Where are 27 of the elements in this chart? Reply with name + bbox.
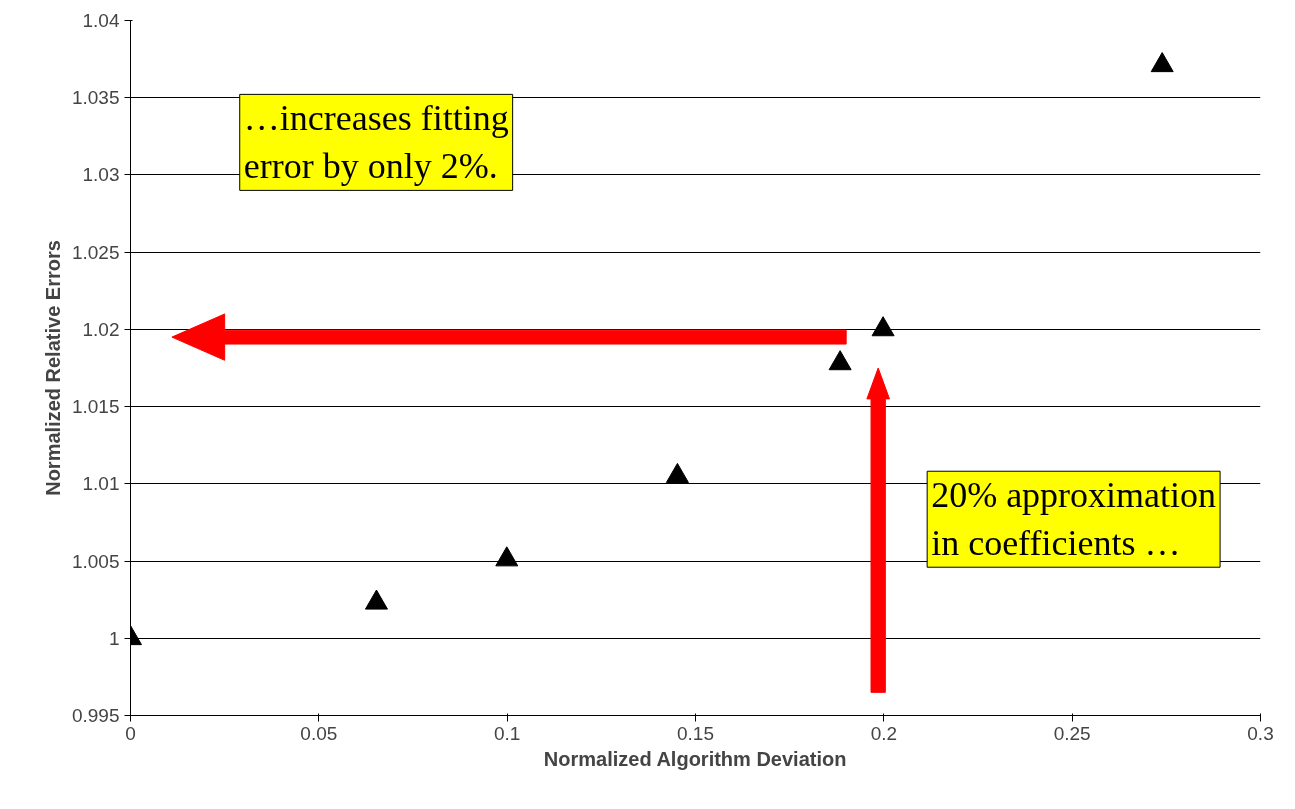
y-tick-label: 1: [108, 627, 120, 649]
y-tick-label: 1.01: [82, 473, 120, 495]
point: [495, 546, 519, 567]
x-tick-label: 0.3: [1247, 722, 1274, 744]
point: [665, 462, 689, 483]
y-tick-label: 1.025: [71, 241, 120, 263]
y-tick-label: 1.035: [71, 87, 120, 109]
x-tick-label: 0: [125, 722, 136, 744]
y-tick-label: 1.015: [71, 396, 120, 418]
x-tick-label: 0.15: [677, 722, 714, 744]
x-tick-label: 0.2: [870, 722, 898, 744]
x-tick-label: 0.25: [1053, 722, 1091, 744]
annotation: 20% approximation in coefficients …: [931, 475, 1217, 564]
y-axis-title: Normalized Relative Errors: [41, 240, 64, 496]
annotation: …increases fitting error by only 2%.: [243, 98, 509, 187]
x-axis-title: Normalized Algorithm Deviation: [543, 747, 847, 770]
point: [871, 316, 895, 337]
y-tick-label: 1.005: [71, 550, 120, 572]
point: [828, 350, 852, 371]
y-tick-label: 1.04: [82, 10, 120, 31]
y-tick-label: 0.995: [71, 705, 120, 726]
point: [364, 589, 388, 610]
y-tick-label: 1.03: [82, 164, 120, 186]
point: [1150, 52, 1174, 73]
x-tick-label: 0.1: [493, 722, 521, 744]
y-tick-label: 1.02: [82, 318, 120, 340]
x-tick-label: 0.05: [300, 722, 338, 744]
